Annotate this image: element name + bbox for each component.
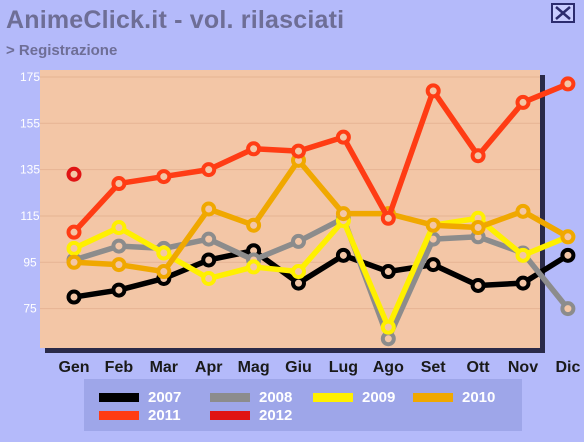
data-point: [470, 277, 486, 293]
data-point: [201, 231, 217, 247]
data-point: [156, 264, 172, 280]
series-2012: [66, 166, 82, 182]
data-point: [111, 176, 127, 192]
data-point: [291, 233, 306, 249]
data-point: [291, 143, 306, 159]
data-point: [335, 129, 351, 145]
y-tick-label: 175: [20, 70, 40, 84]
x-tick-label: Gen: [58, 359, 89, 376]
x-tick-label: Apr: [195, 359, 223, 376]
y-tick-label: 95: [23, 255, 37, 269]
x-tick-label: Ott: [467, 359, 491, 376]
page-title: AnimeClick.it - vol. rilasciati: [6, 6, 345, 34]
y-tick-label: 115: [20, 209, 39, 223]
legend-label: 2011: [148, 407, 181, 424]
data-point: [201, 271, 217, 286]
x-tick-label: Dic: [555, 359, 580, 376]
data-point: [380, 264, 396, 280]
data-point: [560, 229, 576, 245]
x-tick-label: Lug: [329, 359, 358, 376]
legend-label: 2010: [462, 389, 496, 406]
data-point: [66, 224, 82, 240]
data-point: [560, 301, 576, 317]
data-point: [291, 275, 306, 291]
data-point: [560, 247, 576, 263]
x-tick-label: Feb: [105, 359, 134, 376]
data-point: [201, 201, 217, 217]
close-button[interactable]: [551, 3, 575, 23]
legend-swatch: [210, 411, 250, 420]
data-point: [515, 203, 531, 219]
line-chart: 75 95 115 135 155 175 Gen Feb Mar Apr Mag Giu Lug Ag…: [20, 70, 580, 376]
x-tick-label: Mag: [238, 359, 270, 376]
data-point: [66, 166, 82, 182]
close-x-icon: [555, 6, 571, 20]
data-point: [111, 238, 127, 254]
y-tick-label: 75: [23, 302, 37, 316]
data-point: [335, 206, 351, 222]
data-point: [246, 141, 262, 157]
data-point: [246, 259, 262, 275]
data-point: [156, 169, 172, 185]
legend-label: 2012: [259, 407, 293, 424]
x-tick-label: Ago: [373, 359, 404, 376]
breadcrumb[interactable]: > Registrazione: [6, 42, 118, 59]
data-point: [66, 240, 82, 256]
series-2011: [66, 76, 576, 240]
data-point: [425, 83, 441, 99]
y-tick-label: 155: [20, 116, 40, 130]
data-point: [470, 148, 486, 164]
data-point: [66, 254, 82, 270]
data-point: [425, 257, 441, 273]
data-point: [246, 217, 262, 233]
x-tick-label: Set: [421, 359, 447, 376]
legend-swatch: [99, 411, 139, 420]
legend-label: 2007: [148, 389, 182, 406]
legend-label: 2009: [362, 389, 396, 406]
series-2010: [66, 152, 576, 280]
legend-swatch: [313, 393, 353, 402]
series-line: [71, 81, 569, 235]
data-point: [156, 245, 172, 261]
data-point: [335, 247, 351, 263]
data-point: [201, 252, 217, 268]
data-point: [515, 275, 531, 291]
legend-swatch: [210, 393, 250, 402]
x-tick-label: Nov: [508, 359, 538, 376]
legend-label: 2008: [259, 389, 293, 406]
data-point: [515, 247, 531, 263]
data-point: [111, 257, 127, 273]
series-line: [73, 157, 570, 275]
data-point: [380, 319, 396, 335]
series-2007: [66, 243, 576, 305]
data-point: [111, 220, 127, 236]
x-tick-label: Giu: [285, 359, 312, 376]
data-point: [380, 210, 396, 226]
data-point: [425, 217, 441, 233]
data-point: [470, 220, 486, 236]
data-point: [515, 94, 531, 110]
data-point: [380, 331, 396, 347]
legend-swatch: [99, 393, 139, 402]
data-point: [66, 289, 82, 305]
data-point: [201, 162, 217, 178]
legend-swatch: [413, 393, 453, 402]
data-point: [560, 76, 576, 92]
y-tick-label: 135: [20, 163, 40, 177]
data-point: [291, 264, 306, 280]
data-point: [111, 282, 127, 298]
plot-area: [40, 70, 540, 348]
x-tick-label: Mar: [150, 359, 178, 376]
chart-legend: 2007 2008 2009 2010 2011 2012: [84, 379, 522, 431]
